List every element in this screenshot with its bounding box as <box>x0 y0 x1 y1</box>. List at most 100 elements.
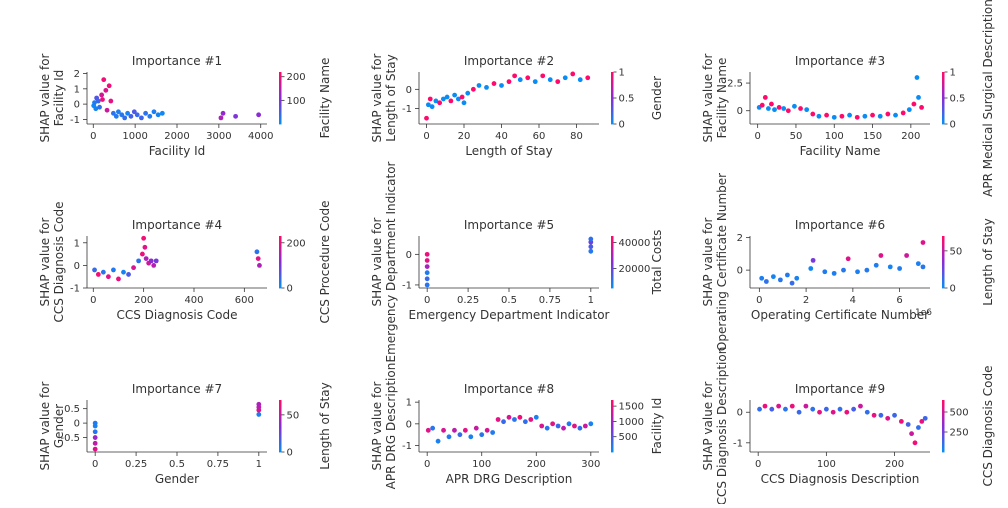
chart-5-x-tick-label: 1 <box>588 295 594 306</box>
chart-6-colorbar-segment <box>942 270 945 274</box>
chart-8-point <box>572 423 577 429</box>
chart-7-point <box>256 412 262 417</box>
chart-6-y-label-line: Operating Certificate Number <box>715 173 729 351</box>
chart-9-colorbar-segment <box>942 400 945 403</box>
chart-3-colorbar-segment <box>942 85 945 88</box>
chart-1-colorbar-segment <box>279 119 282 123</box>
chart-8-point <box>495 417 501 422</box>
chart-8-y-tick-label: 0 <box>406 419 412 430</box>
chart-3-x-tick-label: 200 <box>901 131 920 142</box>
chart-2-point <box>555 79 561 85</box>
chart-6-point <box>915 261 921 267</box>
chart-5-colorbar-segment <box>611 285 614 289</box>
chart-3-point <box>816 113 822 119</box>
chart-9-point <box>762 403 768 409</box>
chart-8-point <box>555 423 561 429</box>
chart-3-point <box>906 107 912 113</box>
chart-2-y-tick-label: 0 <box>406 85 412 96</box>
chart-6-point <box>920 240 926 245</box>
chart-3-colorbar-segment <box>942 98 945 101</box>
chart-9-point <box>851 406 857 412</box>
chart-4-colorbar-tick-label: 0 <box>287 284 293 295</box>
chart-1-point <box>108 98 114 104</box>
chart-8-point <box>522 419 528 425</box>
chart-5-colorbar-label: Total Costs <box>650 230 664 296</box>
chart-1-colorbar-segment <box>279 100 282 103</box>
chart-4-y-label-line: SHAP value for <box>38 217 52 306</box>
chart-3-point <box>885 111 891 117</box>
chart-6-x-tick-label: 6 <box>896 295 902 306</box>
chart-8-point <box>473 425 479 431</box>
chart-2-point <box>577 77 583 83</box>
chart-3-colorbar-segment <box>942 106 945 110</box>
chart-1-point <box>159 110 165 116</box>
chart-9-x-tick-label: 0 <box>755 459 761 470</box>
chart-3-point <box>862 113 868 119</box>
chart-1-x-tick-label: 3000 <box>206 131 231 142</box>
chart-2-point <box>491 81 497 86</box>
chart-5-point <box>424 264 430 269</box>
chart-1-colorbar-label: Facility Name <box>318 58 332 139</box>
chart-5-colorbar-segment <box>611 281 614 285</box>
chart-5-y-tick-label: -1 <box>402 280 412 291</box>
chart-6-y-tick-label: 2 <box>737 233 743 244</box>
chart-9-point <box>905 422 911 427</box>
chart-4-point <box>92 267 97 273</box>
chart-2-title: Importance #2 <box>464 54 554 68</box>
chart-2-colorbar-segment <box>611 117 614 121</box>
chart-8-colorbar-segment <box>611 434 614 438</box>
chart-9-point <box>796 409 802 415</box>
chart-2-colorbar-label: Gender <box>650 76 664 120</box>
chart-8-point <box>577 425 583 431</box>
chart-6-point <box>920 264 926 270</box>
chart-3-point <box>916 95 921 100</box>
chart-2-colorbar-segment <box>611 93 614 97</box>
chart-6-colorbar-segment <box>942 277 945 280</box>
chart-5-colorbar-segment <box>611 249 614 252</box>
chart-5-title: Importance #5 <box>464 218 554 232</box>
chart-6-colorbar-segment <box>942 251 945 254</box>
chart-2-point <box>540 73 546 79</box>
chart-6-x-label: Operating Certificate Number <box>751 308 929 322</box>
chart-8-point <box>446 434 452 440</box>
chart-2-point <box>465 90 471 96</box>
chart-8-colorbar-segment <box>611 406 614 410</box>
chart-9-colorbar-segment <box>942 408 945 412</box>
chart-6-point <box>897 266 903 271</box>
chart-3-colorbar-segment <box>942 117 945 121</box>
chart-5-point <box>424 276 430 282</box>
chart-1-y-label-line: SHAP value for <box>38 53 52 142</box>
chart-4-point <box>95 272 101 277</box>
chart-9-colorbar-segment <box>942 406 945 410</box>
chart-4-colorbar-segment <box>279 236 282 239</box>
chart-3-colorbar-segment <box>942 108 945 112</box>
chart-7-colorbar-segment <box>279 410 282 414</box>
chart-4-colorbar-segment <box>279 253 282 256</box>
chart-9-point <box>871 412 877 418</box>
chart-4-colorbar-segment <box>279 262 282 265</box>
chart-6-point <box>904 253 910 258</box>
chart-8-colorbar-segment <box>611 408 614 412</box>
chart-4-point <box>142 244 148 250</box>
chart-9-y-tick-label: 0 <box>737 408 743 419</box>
chart-4-x-tick-label: 400 <box>184 295 203 306</box>
chart-5-y-label-line: Emergency Department Indicator <box>384 161 398 362</box>
chart-9-point <box>916 425 921 430</box>
chart-5-colorbar-segment <box>611 255 614 259</box>
chart-5-x-tick-label: 0.25 <box>457 295 479 306</box>
chart-7-colorbar-segment <box>279 436 282 440</box>
chart-9-point <box>878 412 884 418</box>
chart-6-point <box>763 279 769 284</box>
chart-9-colorbar-segment <box>942 447 945 451</box>
chart-9-point <box>919 419 925 424</box>
chart-9-colorbar-segment <box>942 432 945 436</box>
chart-8-colorbar-segment <box>611 402 614 405</box>
chart-8-colorbar-segment <box>611 430 614 433</box>
chart-1-colorbar-segment <box>279 87 282 90</box>
chart-8-colorbar-segment <box>611 415 614 418</box>
chart-2-colorbar-segment <box>611 72 614 75</box>
chart-7-point <box>92 446 98 452</box>
chart-4-colorbar-segment <box>279 240 282 243</box>
chart-9-colorbar-segment <box>942 428 945 431</box>
chart-3-colorbar-segment <box>942 89 945 92</box>
